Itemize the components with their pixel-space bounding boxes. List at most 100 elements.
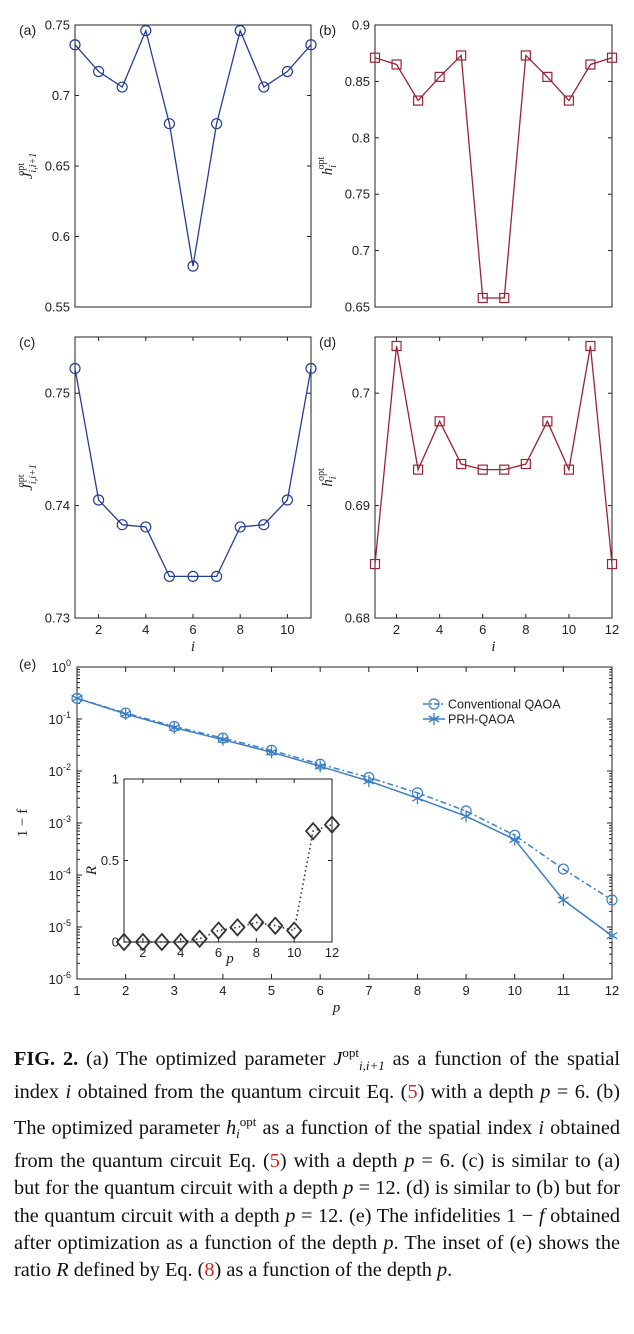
caption-symbol-p: p	[540, 1081, 551, 1104]
panel-b: 0.65 0.7 0.75 0.8 0.85 0.9 (b) hiopt	[316, 18, 618, 315]
legend-marker	[428, 713, 440, 725]
legend-entry: Conventional QAOA	[448, 698, 561, 712]
series-line	[76, 697, 613, 937]
x-tick-label: 6	[215, 945, 222, 960]
caption-label: FIG. 2.	[14, 1047, 79, 1070]
series-line	[374, 345, 613, 565]
data-point	[281, 494, 293, 506]
data-point	[153, 932, 171, 952]
data-point	[563, 464, 575, 475]
data-point	[363, 775, 375, 788]
data-point	[305, 362, 317, 375]
data-point	[234, 521, 246, 533]
data-point	[92, 494, 105, 506]
caption-text: ) with a depth	[417, 1081, 541, 1104]
data-point	[606, 558, 618, 570]
star-stroke	[411, 794, 423, 802]
y-tick-label: 0.7	[52, 88, 70, 103]
y-axis-label-text: 1 − f	[15, 809, 31, 837]
caption-eq-ref[interactable]: 5	[407, 1081, 418, 1104]
caption-text: as a function of the spatial index	[14, 1047, 620, 1104]
y-axis-label-text: Ji,i+1opt	[16, 153, 39, 179]
x-tick-label: 4	[219, 983, 226, 998]
data-point	[304, 821, 322, 841]
panel-label: (d)	[319, 334, 336, 350]
caption-symbol-f: f	[538, 1204, 545, 1227]
x-axis-label: p	[225, 951, 234, 967]
x-tick-label: 10	[562, 622, 576, 637]
y-axis-label: R	[84, 866, 100, 876]
y-tick-label: 0.68	[345, 611, 370, 626]
data-point	[116, 519, 128, 531]
x-tick-label: 2	[122, 983, 129, 998]
y-tick-label: 0.8	[352, 130, 370, 145]
data-point	[499, 464, 510, 475]
data-point	[210, 921, 227, 940]
data-point	[434, 71, 445, 82]
star-stroke	[557, 896, 569, 904]
caption-text: = 6. (c) is similar to (a) but for the q…	[14, 1149, 620, 1200]
y-tick-label: 10-5	[49, 918, 71, 935]
caption-symbol-h: h	[226, 1116, 237, 1139]
y-tick-label: 0.85	[345, 74, 370, 89]
data-point	[187, 570, 199, 583]
x-tick-label: 1	[73, 983, 80, 998]
caption-text: obtained after optimization as a functio…	[14, 1204, 621, 1255]
x-tick-label: 10	[280, 622, 294, 637]
caption-text: defined by Eq. (	[68, 1259, 205, 1282]
y-tick-label: 0.7	[352, 243, 370, 258]
series-line	[374, 54, 613, 299]
plot-frame	[374, 24, 613, 308]
x-tick-label: 3	[171, 983, 178, 998]
data-point	[314, 760, 326, 773]
caption-symbol-i: i	[65, 1081, 72, 1104]
data-point	[391, 340, 402, 352]
y-tick-label: 0.9	[352, 18, 370, 33]
data-point	[71, 692, 83, 705]
caption-text: = 12. (e) The infidelities 1 −	[295, 1204, 539, 1227]
star-stroke	[217, 736, 229, 744]
y-axis-label: Ji,i+1opt	[16, 464, 39, 490]
data-point	[163, 118, 175, 130]
caption-sup: opt	[342, 1045, 359, 1060]
caption-eq-ref[interactable]: 5	[269, 1149, 280, 1172]
caption-symbol-p: p	[436, 1259, 448, 1282]
panel-label: (a)	[19, 22, 36, 38]
data-point	[460, 810, 472, 823]
star-stroke	[266, 748, 278, 756]
y-axis-label: 1 − f	[15, 809, 31, 837]
data-point	[115, 932, 133, 952]
data-point	[140, 521, 152, 533]
data-point	[456, 50, 467, 61]
caption-symbol-p: p	[383, 1232, 394, 1255]
data-point	[229, 917, 246, 937]
y-axis-label: Ji,i+1opt	[16, 153, 39, 179]
y-tick-label: 10-6	[49, 970, 71, 987]
caption-text: = 12. (d) is similar to (b) but for the …	[14, 1177, 620, 1227]
data-point	[456, 458, 467, 470]
data-point	[585, 59, 596, 70]
caption-text: obtained from the quantum circuit Eq. (	[14, 1116, 621, 1172]
caption-eq-ref[interactable]: 8	[204, 1259, 215, 1282]
data-point	[168, 721, 180, 734]
star-stroke	[460, 812, 472, 820]
data-point	[499, 292, 510, 304]
panel-label: (e)	[19, 656, 36, 672]
x-tick-label: 4	[177, 945, 184, 960]
data-point	[69, 362, 81, 375]
y-tick-label: 0.55	[45, 300, 70, 315]
y-axis-label-text: hiopt	[316, 157, 339, 176]
caption-text: .	[447, 1259, 453, 1282]
data-point	[585, 340, 596, 352]
caption-symbol-p: p	[343, 1177, 354, 1200]
y-tick-label: 0.69	[345, 498, 370, 513]
y-tick-label: 0.74	[45, 498, 70, 513]
data-point	[606, 52, 618, 63]
data-point	[411, 792, 423, 805]
data-point	[266, 746, 278, 759]
data-point	[285, 921, 303, 940]
x-tick-label: 8	[522, 622, 529, 637]
caption-text: as a function of the spatial index	[256, 1116, 539, 1139]
data-point	[477, 464, 488, 475]
